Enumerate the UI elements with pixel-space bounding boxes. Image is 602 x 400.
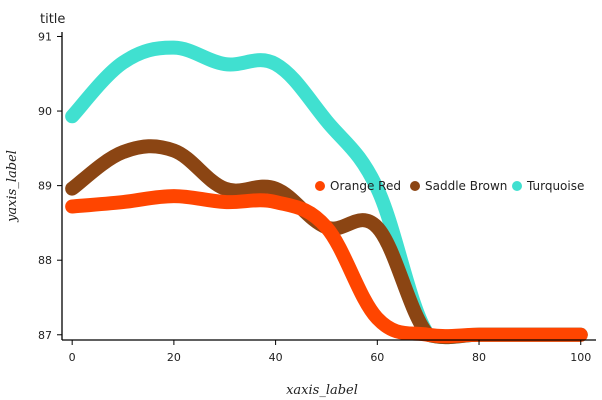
y-tick-label: 88 <box>38 254 52 267</box>
legend-marker <box>315 181 325 191</box>
x-tick-label: 60 <box>370 351 384 364</box>
y-tick-label: 90 <box>38 105 52 118</box>
legend-marker <box>512 181 522 191</box>
x-ticks: 0 20 40 60 80 100 <box>69 340 591 364</box>
y-ticks: 87 88 89 90 91 <box>38 30 62 342</box>
legend-marker <box>410 181 420 191</box>
legend-label: Orange Red <box>330 179 401 193</box>
series-layer <box>65 40 588 345</box>
series-line <box>65 139 588 345</box>
x-tick-label: 40 <box>269 351 283 364</box>
y-tick-label: 89 <box>38 180 52 193</box>
series-line <box>65 189 588 344</box>
y-axis-title: yaxis_label <box>5 150 20 223</box>
x-tick-label: 100 <box>570 351 591 364</box>
legend: Orange Red Saddle Brown Turquoise <box>315 179 584 193</box>
legend-label: Saddle Brown <box>425 179 507 193</box>
y-tick-label: 91 <box>38 30 52 43</box>
x-tick-label: 0 <box>69 351 76 364</box>
x-tick-label: 80 <box>472 351 486 364</box>
chart-title: title <box>40 12 65 27</box>
x-axis-title: xaxis_label <box>286 383 358 398</box>
legend-label: Turquoise <box>526 179 584 193</box>
x-tick-label: 20 <box>167 351 181 364</box>
y-tick-label: 87 <box>38 329 52 342</box>
